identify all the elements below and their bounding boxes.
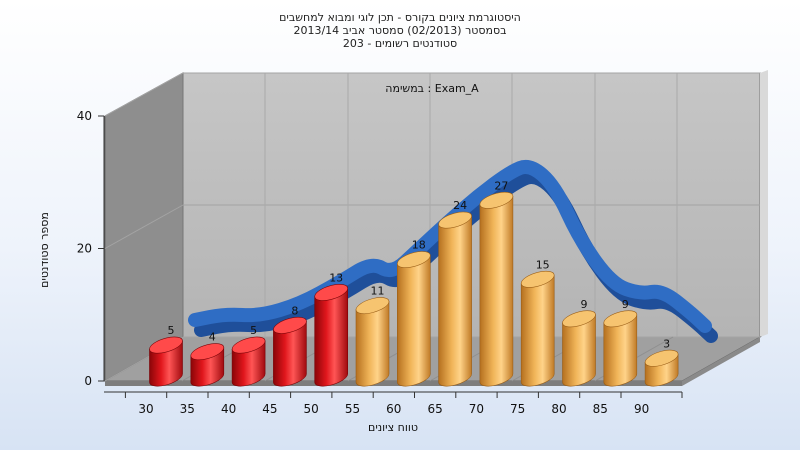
data-labels: 5 4 5 8 13 11 18 24 27 15 9 9 3 bbox=[168, 179, 671, 350]
bar-top bbox=[190, 343, 225, 361]
bar-top bbox=[396, 251, 431, 268]
bar bbox=[190, 343, 225, 387]
bars bbox=[149, 191, 679, 387]
bar-top bbox=[644, 349, 679, 367]
bar-body bbox=[438, 215, 472, 387]
bar-top bbox=[149, 336, 183, 354]
data-label: 27 bbox=[494, 179, 508, 192]
x-tick-label: 60 bbox=[386, 402, 401, 416]
bar bbox=[438, 211, 472, 387]
y-axis-ticks: 0 20 40 bbox=[77, 109, 104, 388]
chart-title-line-1: היסטוגרמת ציונים בקורס - תכן לוגי ומבוא … bbox=[279, 11, 521, 24]
bar bbox=[396, 251, 431, 387]
x-tick-label: 90 bbox=[634, 402, 649, 416]
bar-top bbox=[438, 211, 472, 229]
data-label: 18 bbox=[412, 239, 426, 252]
bar-top bbox=[520, 270, 555, 288]
bar-body bbox=[314, 287, 348, 387]
bar-body bbox=[479, 195, 514, 387]
data-label: 8 bbox=[291, 304, 298, 317]
bar bbox=[314, 284, 349, 387]
bar-top bbox=[273, 316, 307, 334]
y-tick-label: 20 bbox=[77, 242, 92, 256]
x-tick-label: 35 bbox=[180, 402, 195, 416]
bar-top bbox=[355, 297, 390, 315]
chart-title: היסטוגרמת ציונים בקורס - תכן לוגי ומבוא … bbox=[279, 11, 521, 50]
grid-line-side bbox=[104, 72, 184, 117]
floor-right-edge bbox=[682, 337, 760, 386]
data-label: 3 bbox=[663, 337, 670, 350]
x-axis-title: טווח ציונים bbox=[368, 421, 418, 434]
bar-top bbox=[562, 310, 596, 328]
bar bbox=[231, 336, 266, 387]
data-label: 9 bbox=[622, 298, 629, 311]
bar-body bbox=[355, 301, 390, 387]
data-label: 5 bbox=[250, 324, 257, 337]
x-tick-label: 70 bbox=[469, 402, 484, 416]
x-tick-label: 30 bbox=[138, 402, 153, 416]
bar-top bbox=[314, 284, 349, 301]
bar-body bbox=[520, 274, 555, 387]
exam-annotation: במשימה : Exam_A bbox=[385, 82, 479, 95]
data-label: 13 bbox=[329, 271, 343, 284]
y-axis-title: מספר סטודנטים bbox=[38, 212, 51, 288]
bar-body bbox=[397, 255, 431, 387]
bar bbox=[273, 316, 307, 387]
bar bbox=[562, 310, 596, 387]
x-axis-ticks: 30 35 40 45 50 55 60 65 70 75 80 85 90 bbox=[124, 392, 683, 416]
bar-body bbox=[603, 314, 638, 387]
y-tick-label: 40 bbox=[77, 109, 92, 123]
bar-top bbox=[479, 191, 514, 209]
x-tick-label: 80 bbox=[551, 402, 566, 416]
data-label: 15 bbox=[536, 258, 550, 271]
data-label: 4 bbox=[209, 331, 216, 344]
data-label: 9 bbox=[581, 298, 588, 311]
bar bbox=[520, 270, 555, 387]
bar-top bbox=[603, 310, 638, 328]
bar bbox=[149, 336, 183, 387]
bar bbox=[603, 310, 638, 387]
data-label: 5 bbox=[168, 324, 175, 337]
chart-title-line-2: בסמסטר (02/2013) סמסטר אביב 2013/14 bbox=[293, 24, 506, 37]
right-edge bbox=[760, 70, 768, 337]
grid-line-side bbox=[104, 204, 184, 249]
chart-title-line-3: סטודנטים רשומים - 203 bbox=[343, 37, 457, 50]
bar-top bbox=[231, 336, 266, 354]
data-label: 24 bbox=[453, 199, 467, 212]
bar bbox=[355, 297, 390, 387]
y-tick-label: 0 bbox=[84, 374, 92, 388]
bar-body bbox=[273, 320, 307, 387]
x-tick-label: 50 bbox=[304, 402, 319, 416]
data-label: 11 bbox=[371, 285, 385, 298]
bar bbox=[644, 349, 679, 387]
x-tick-label: 40 bbox=[221, 402, 236, 416]
curve-line bbox=[188, 159, 712, 333]
bar-body bbox=[562, 314, 596, 387]
x-tick-label: 55 bbox=[345, 402, 360, 416]
bar bbox=[479, 191, 514, 387]
x-tick-label: 45 bbox=[262, 402, 277, 416]
x-tick-label: 65 bbox=[427, 402, 442, 416]
x-tick-label: 85 bbox=[593, 402, 608, 416]
x-tick-label: 75 bbox=[510, 402, 525, 416]
